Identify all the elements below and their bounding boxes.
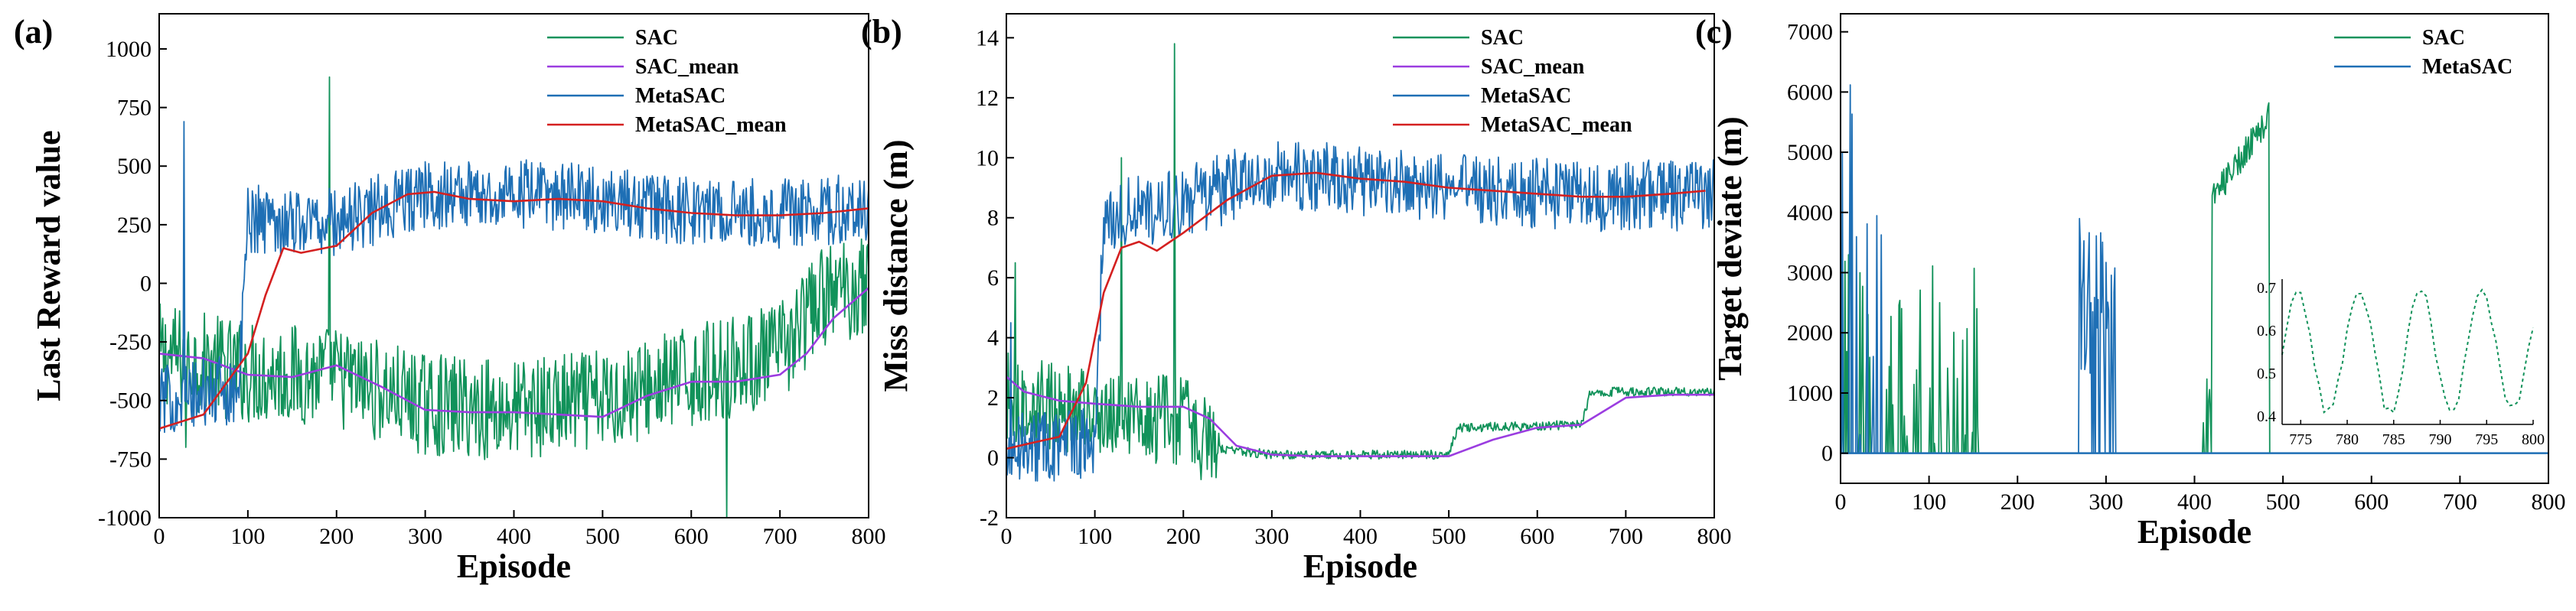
inset-chart: 775 780 785 790 795 800 0.4 0.5 0.6 0.7 (2257, 279, 2545, 448)
inset-y-tick-label: 0.7 (2257, 280, 2276, 297)
x-tick-label: 0 (154, 524, 165, 549)
chart-panel: 0 100 200 300 400 500 600 700 800 0 1000 2000 3000 40… (1695, 13, 2566, 551)
x-axis-label: Episode (457, 548, 571, 585)
legend-label: SAC (635, 26, 678, 50)
x-tick-label: 700 (1609, 524, 1643, 549)
x-tick-label: 500 (1432, 524, 1466, 549)
x-tick-label: 300 (408, 524, 442, 549)
y-tick-label: 5000 (1787, 140, 1833, 165)
chart-panel: 0 100 200 300 400 500 600 700 800 -1000 -750 -500 -2… (14, 13, 886, 585)
x-tick-label: 100 (1912, 489, 1946, 515)
legend-label: MetaSAC_mean (635, 113, 787, 137)
x-tick-label: 700 (763, 524, 797, 549)
legend-label: SAC_mean (1481, 55, 1585, 79)
legend-label: MetaSAC (635, 84, 726, 108)
y-tick-label: 3000 (1787, 260, 1833, 285)
y-tick-label: 500 (117, 154, 152, 179)
inset-x-tick-label: 790 (2429, 431, 2452, 448)
x-tick-label: 200 (319, 524, 354, 549)
y-tick-label: 1000 (1787, 381, 1833, 406)
x-tick-label: 200 (2000, 489, 2035, 515)
series-line-sac (1006, 43, 1714, 480)
chart-panel: 0 100 200 300 400 500 600 700 800-202468101214Ep… (861, 13, 1732, 585)
inset-background (2282, 279, 2533, 424)
y-tick-label: 4 (987, 326, 999, 351)
y-tick-label: 12 (976, 86, 999, 111)
series-line-sac-mean (1006, 375, 1714, 457)
plot-area (1006, 43, 1714, 482)
x-axis-label: Episode (2137, 513, 2252, 551)
series-line-metasac-mean (159, 190, 869, 430)
legend-label: MetaSAC (2422, 55, 2512, 79)
x-tick-label: 500 (2266, 489, 2300, 515)
inset-x-tick-label: 780 (2336, 431, 2359, 448)
y-tick-label: 2000 (1787, 320, 1833, 346)
y-tick-label: -500 (109, 388, 152, 414)
plot-area (159, 76, 869, 518)
y-tick-label: -750 (109, 447, 152, 472)
inset-x-tick-label: 800 (2522, 431, 2545, 448)
inset-y-tick-label: 0.6 (2257, 323, 2276, 340)
x-tick-label: 300 (2089, 489, 2123, 515)
y-tick-label: 250 (117, 213, 152, 238)
x-tick-label: 800 (2532, 489, 2566, 515)
legend-label: MetaSAC_mean (1481, 113, 1632, 137)
y-axis-label: Target deviate (m) (1711, 116, 1749, 380)
y-tick-label: 4000 (1787, 200, 1833, 226)
legend-label: SAC_mean (635, 55, 739, 79)
y-tick-label: -2 (980, 505, 999, 531)
x-tick-label: 100 (1078, 524, 1112, 549)
y-axis-label: Miss distance (m) (877, 140, 915, 392)
y-tick-label: 750 (117, 96, 152, 121)
y-tick-label: 0 (140, 271, 152, 296)
panel-label: (b) (861, 13, 902, 50)
x-tick-label: 0 (1001, 524, 1012, 549)
y-tick-label: -1000 (98, 505, 152, 531)
x-tick-label: 700 (2443, 489, 2477, 515)
y-tick-label: -250 (109, 330, 152, 355)
legend-label: SAC (2422, 26, 2465, 50)
series-line-metasac (1006, 141, 1714, 482)
y-tick-label: 2 (987, 385, 999, 411)
inset-x-tick-label: 795 (2475, 431, 2498, 448)
inset-y-tick-label: 0.4 (2257, 408, 2276, 425)
series-line-metasac-mean (1006, 171, 1706, 450)
x-tick-label: 800 (852, 524, 886, 549)
y-tick-label: 1000 (106, 37, 152, 62)
x-tick-label: 200 (1166, 524, 1201, 549)
y-axis-label: Last Reward value (30, 130, 67, 401)
y-tick-label: 0 (1821, 441, 1833, 466)
plot-frame (158, 13, 869, 518)
y-tick-label: 14 (976, 25, 999, 50)
y-tick-label: 6000 (1787, 80, 1833, 105)
x-tick-label: 600 (2354, 489, 2389, 515)
x-tick-label: 100 (230, 524, 265, 549)
inset-series-line (2281, 288, 2534, 414)
series-line-metasac (159, 121, 869, 434)
inset-x-tick-label: 775 (2289, 431, 2312, 448)
x-tick-label: 300 (1254, 524, 1289, 549)
x-tick-label: 400 (497, 524, 531, 549)
legend-label: SAC (1481, 26, 1524, 50)
y-tick-label: 10 (976, 145, 999, 171)
x-tick-label: 600 (674, 524, 709, 549)
y-tick-label: 6 (987, 265, 999, 291)
y-tick-label: 0 (987, 446, 999, 471)
legend-label: MetaSAC (1481, 84, 1571, 108)
x-axis-label: Episode (1303, 548, 1417, 585)
x-tick-label: 800 (1697, 524, 1732, 549)
panel-label: (c) (1695, 13, 1733, 50)
panel-label: (a) (14, 13, 53, 50)
inset-x-tick-label: 785 (2382, 431, 2405, 448)
x-tick-label: 400 (1343, 524, 1378, 549)
x-tick-label: 0 (1835, 489, 1847, 515)
x-tick-label: 600 (1520, 524, 1554, 549)
series-line-sac-mean (159, 287, 869, 418)
x-tick-label: 400 (2177, 489, 2212, 515)
y-tick-label: 8 (987, 206, 999, 231)
x-tick-label: 500 (585, 524, 620, 549)
y-tick-label: 7000 (1787, 20, 1833, 45)
inset-y-tick-label: 0.5 (2257, 366, 2276, 382)
